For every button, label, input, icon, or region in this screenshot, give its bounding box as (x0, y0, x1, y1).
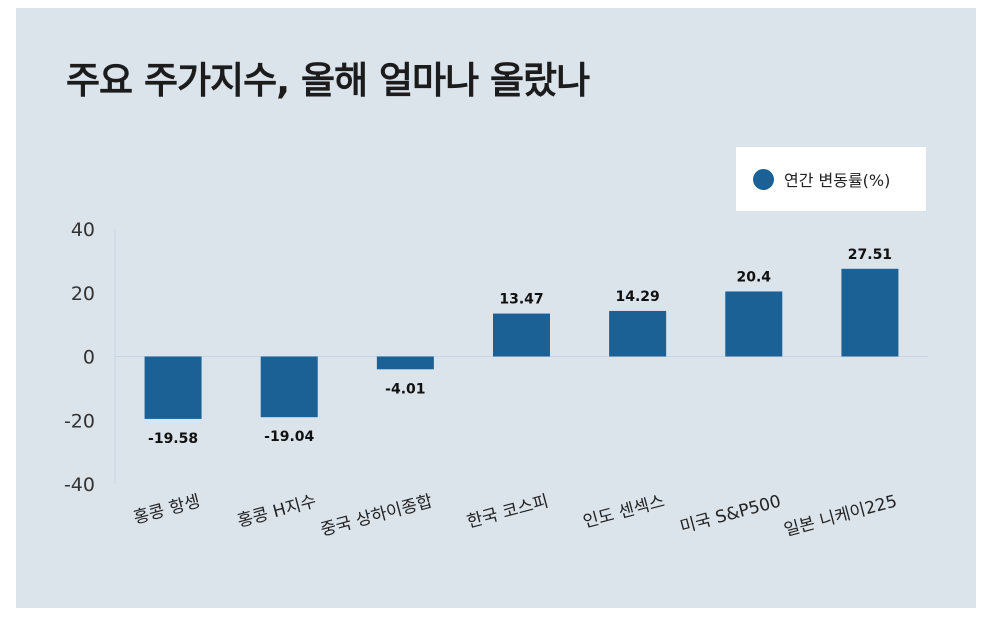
chart-card (16, 8, 976, 608)
legend-swatch (753, 168, 774, 190)
x-tick-label: 중국 상하이종합 (318, 491, 434, 540)
bar (260, 356, 318, 418)
y-tick-label: -20 (64, 410, 95, 432)
x-tick-label: 홍콩 항셍 (132, 492, 203, 529)
data-label: -19.58 (148, 431, 198, 447)
x-tick-label: 한국 코스피 (465, 492, 551, 533)
bar (841, 268, 899, 357)
x-tick-label: 인도 센섹스 (581, 492, 667, 533)
data-label: 14.29 (615, 289, 659, 305)
data-label: 13.47 (499, 292, 543, 308)
bar (376, 356, 434, 370)
data-label: -4.01 (385, 381, 425, 397)
x-tick-label: 미국 S&P500 (678, 492, 783, 538)
bar (144, 356, 202, 419)
legend: 연간 변동률(%) (736, 147, 926, 211)
y-tick-label: -40 (64, 474, 95, 496)
y-tick-label: 0 (83, 347, 95, 369)
y-tick-label: 20 (71, 283, 95, 305)
y-tick-label: 40 (71, 219, 95, 241)
x-tick-label: 홍콩 H지수 (235, 492, 318, 532)
data-label: 27.51 (848, 247, 892, 263)
bar (725, 291, 783, 357)
data-label: 20.4 (737, 269, 772, 285)
bar (609, 310, 667, 357)
legend-label: 연간 변동률(%) (784, 171, 891, 190)
x-tick-label: 일본 니케이225 (782, 492, 899, 541)
data-label: -19.04 (264, 429, 314, 445)
chart-title: 주요 주가지수, 올해 얼마나 올랐나 (66, 59, 590, 102)
bar (493, 313, 550, 357)
